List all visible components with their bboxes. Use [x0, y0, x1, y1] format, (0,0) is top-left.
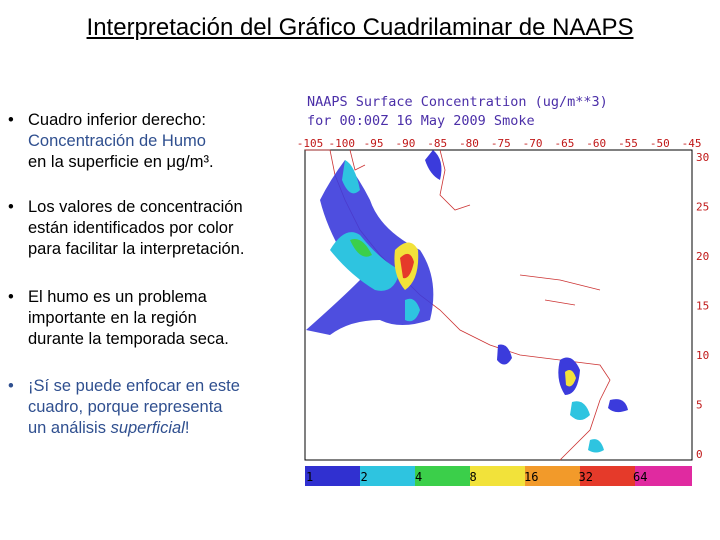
longitude-label: -65	[554, 137, 574, 150]
colorbar-label: 1	[306, 470, 313, 484]
colorbar-label: 8	[470, 470, 477, 484]
bullet-text: El humo es un problema	[28, 288, 207, 306]
colorbar-label: 16	[524, 470, 538, 484]
latitude-label: 15	[696, 300, 709, 313]
bullet-text: durante la temporada seca.	[28, 330, 229, 348]
longitude-label: -95	[364, 137, 384, 150]
latitude-label: 30	[696, 151, 709, 164]
longitude-label: -85	[427, 137, 447, 150]
bullet-text: en la superficie en μg/m³.	[28, 153, 214, 171]
longitude-label: -45	[682, 137, 702, 150]
slide-title: Interpretación del Gráfico Cuadrilaminar…	[86, 14, 634, 41]
longitude-label: -55	[618, 137, 638, 150]
bullet: • ¡Sí se puede enfocar en este cuadro, p…	[8, 377, 240, 437]
colorbar-label: 4	[415, 470, 422, 484]
colorbar-label: 2	[361, 470, 368, 484]
bullet: • El humo es un problema importante en l…	[8, 288, 229, 348]
bullet-text: Los valores de concentración	[28, 198, 243, 216]
colorbar	[305, 466, 692, 486]
bullet-text: están identificados por color	[28, 219, 234, 237]
longitude-label: -105	[297, 137, 324, 150]
latitude-label: 5	[696, 399, 703, 412]
bullet-text: cuadro, porque representa	[28, 398, 223, 416]
colorbar-label: 32	[579, 470, 593, 484]
map-subtitle: for 00:00Z 16 May 2009 Smoke	[307, 113, 535, 129]
latitude-label: 0	[696, 448, 703, 461]
latitude-label: 20	[696, 250, 709, 263]
longitude-label: -100	[329, 137, 356, 150]
bullet-text: un análisis	[28, 419, 111, 437]
longitude-label: -70	[523, 137, 543, 150]
colorbar-label: 64	[633, 470, 647, 484]
longitude-label: -50	[650, 137, 670, 150]
bullet-text: Cuadro inferior derecho:	[28, 111, 206, 129]
longitude-label: -90	[395, 137, 415, 150]
map-title: NAAPS Surface Concentration (ug/m**3)	[307, 94, 608, 110]
bullet: • Los valores de concentración están ide…	[8, 198, 245, 258]
bullet-text: !	[184, 419, 190, 437]
map-panel	[304, 149, 693, 461]
longitude-label: -80	[459, 137, 479, 150]
bullet-text: para facilitar la interpretación.	[28, 240, 245, 258]
bullet: • Cuadro inferior derecho: Concentración…	[8, 111, 214, 171]
bullet-text: importante en la región	[28, 309, 197, 327]
latitude-label: 25	[696, 201, 709, 214]
latitude-label: 10	[696, 349, 709, 362]
longitude-label: -75	[491, 137, 511, 150]
longitude-label: -60	[586, 137, 606, 150]
bullet-text-italic: superficial	[110, 419, 185, 437]
bullet-text: ¡Sí se puede enfocar en este	[28, 377, 240, 395]
bullet-text: Concentración de Humo	[28, 132, 206, 150]
